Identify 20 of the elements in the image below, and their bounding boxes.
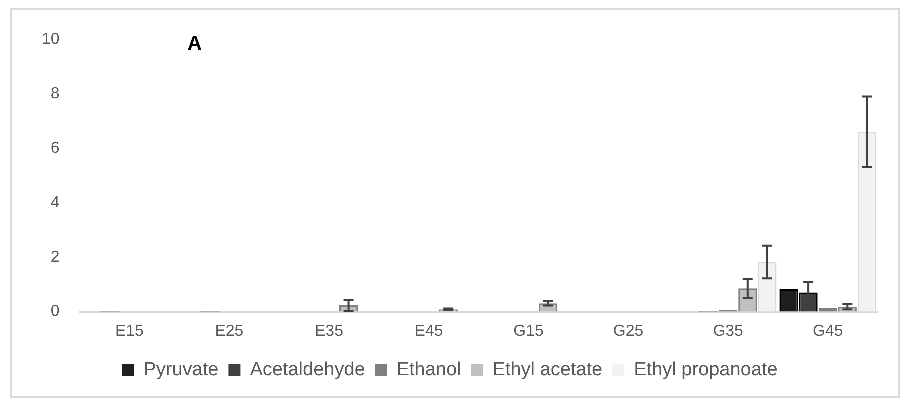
y-tick-label: 10: [42, 31, 60, 48]
x-tick-label: E15: [115, 322, 144, 340]
legend-label: Pyruvate: [144, 360, 219, 381]
x-tick-label: E45: [414, 322, 444, 340]
y-tick-label: 4: [50, 194, 60, 212]
x-tick-label: E35: [315, 322, 344, 340]
x-tick-label: G35: [713, 322, 744, 340]
y-tick-label: 2: [50, 248, 60, 266]
x-tick-label: G45: [812, 322, 844, 340]
annotation: A: [188, 33, 202, 56]
x-tick-label: G15: [514, 322, 544, 340]
y-tick-label: 0: [50, 303, 60, 320]
legend-label: Ethyl acetate: [492, 360, 603, 381]
legend-label: Ethanol: [396, 360, 462, 381]
legend-label: Ethyl propanoate: [634, 360, 778, 381]
legend-label: Acetaldehyde: [250, 360, 366, 381]
y-tick-label: 8: [50, 85, 60, 102]
x-tick-label: G25: [613, 322, 644, 340]
x-tick-label: E25: [215, 322, 244, 340]
y-tick-label: 6: [50, 140, 60, 157]
